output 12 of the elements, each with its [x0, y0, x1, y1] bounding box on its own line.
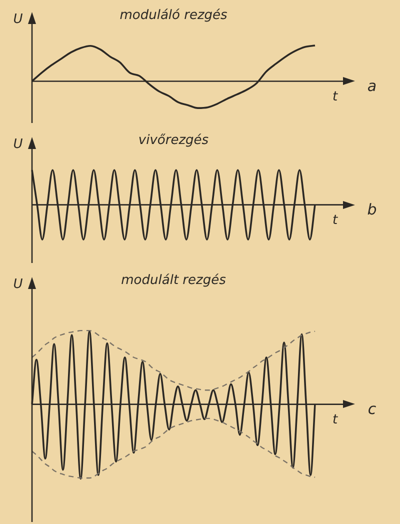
- text: a: [367, 77, 377, 96]
- y-axis-title: U: [13, 12, 24, 27]
- chart-title: vivőrezgés: [138, 133, 209, 148]
- y-axis-title: U: [13, 136, 24, 152]
- x-axis-title: t: [332, 90, 338, 105]
- chart-title: moduláló rezgés: [120, 8, 228, 24]
- x-axis-title: t: [332, 213, 338, 228]
- text: b: [367, 200, 377, 219]
- text: c: [368, 400, 377, 418]
- chart-title: modulált rezgés: [121, 273, 226, 288]
- x-axis-title: t: [332, 412, 338, 428]
- y-axis-title: U: [13, 276, 24, 292]
